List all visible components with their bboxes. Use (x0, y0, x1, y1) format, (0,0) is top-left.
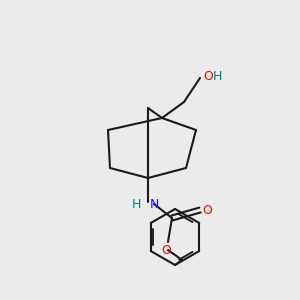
Text: O: O (203, 70, 213, 83)
Text: O: O (161, 244, 171, 257)
Text: H: H (131, 197, 141, 211)
Text: H: H (213, 70, 222, 83)
Text: N: N (150, 197, 159, 211)
Text: O: O (202, 203, 212, 217)
